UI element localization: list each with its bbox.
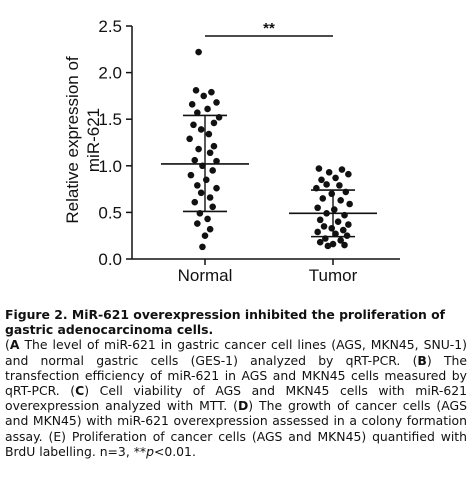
caption-p-symbol: p [146, 443, 154, 459]
data-point [190, 121, 197, 129]
data-point [345, 170, 352, 178]
data-point [209, 167, 216, 174]
data-point [205, 130, 213, 138]
data-point [210, 119, 218, 127]
data-point [316, 238, 324, 246]
data-point [206, 149, 214, 157]
data-point [330, 206, 338, 213]
data-point [329, 240, 337, 248]
data-point [318, 176, 325, 184]
data-point [191, 198, 199, 206]
y-tick-label: 0.5 [98, 203, 122, 222]
data-point [328, 190, 336, 198]
data-point [320, 223, 328, 230]
y-axis-label: Relative expression of miR-621 [63, 56, 103, 224]
data-point [338, 166, 346, 173]
data-point [323, 181, 330, 188]
data-point [195, 145, 202, 153]
y-axis: 0.0 0.5 1.0 1.5 2.0 2.5 [98, 17, 133, 269]
data-point [336, 182, 343, 189]
data-point [337, 196, 344, 204]
y-axis-label-line1: Relative expression of [63, 56, 82, 224]
y-tick-label: 2.0 [98, 64, 122, 83]
data-point [343, 232, 351, 239]
scatter-chart: Relative expression of miR-621 0.0 0.5 1.0… [63, 17, 400, 285]
data-point [213, 99, 220, 106]
data-point [188, 100, 196, 108]
data-point [314, 228, 321, 236]
data-point [209, 203, 216, 211]
data-point [324, 242, 332, 250]
significance-bracket: ** [205, 20, 333, 37]
caption-label-a: A [9, 337, 20, 353]
data-point [197, 189, 205, 197]
caption-text-b: ) The transfection efficiency of miR-621… [5, 352, 467, 399]
data-point [199, 243, 206, 251]
data-point [332, 174, 339, 182]
data-point [339, 226, 347, 234]
data-point [194, 220, 201, 227]
data-point [213, 157, 220, 165]
caption-p-value: <0.01. [153, 443, 196, 459]
data-point [314, 204, 321, 212]
data-point [195, 48, 202, 56]
data-point [208, 88, 215, 96]
data-point [202, 176, 210, 184]
caption-label-c: C [75, 383, 85, 399]
data-point [316, 216, 324, 224]
data-point [319, 195, 327, 202]
data-point [325, 169, 333, 176]
data-point [204, 215, 211, 223]
data-point [346, 200, 353, 208]
caption-text-d: ) The growth of cancer cells (AGS and MK… [5, 398, 467, 459]
figure-caption: Figure 2. MiR-621 overexpression inhibit… [5, 307, 467, 459]
data-point [186, 135, 193, 143]
data-point [332, 230, 339, 238]
x-tick-label: Tumor [309, 266, 358, 285]
data-point [197, 126, 205, 133]
data-point [315, 165, 323, 172]
data-point [194, 109, 201, 116]
data-point [200, 92, 208, 100]
y-tick-label: 0.0 [98, 250, 122, 269]
caption-text-a: The level of miR-621 in gastric cancer c… [5, 337, 467, 368]
data-point [191, 156, 199, 164]
data-point [210, 142, 218, 150]
data-point [204, 105, 211, 113]
caption-label-b: B [417, 352, 427, 368]
data-point [187, 171, 195, 179]
caption-label-d: D [237, 398, 249, 414]
data-point [206, 225, 214, 233]
caption-body: (A The level of miR-621 in gastric cance… [5, 337, 467, 459]
data-point [194, 182, 201, 189]
x-axis: Normal Tumor [132, 258, 400, 285]
caption-text-c: ) Cell viability of AGS and MKN45 cells … [5, 383, 467, 414]
data-point [341, 241, 348, 249]
data-point [337, 237, 344, 244]
data-point [206, 194, 214, 201]
data-point [328, 224, 336, 232]
y-tick-label: 1.5 [98, 110, 122, 129]
caption-title: Figure 2. MiR-621 overexpression inhibit… [5, 307, 446, 338]
x-tick-label: Normal [178, 266, 233, 285]
data-points [186, 48, 353, 251]
data-point [334, 218, 342, 226]
data-point [192, 87, 200, 94]
mean-sd-bars [161, 114, 377, 238]
significance-label: ** [263, 20, 275, 37]
y-tick-label: 1.0 [98, 157, 122, 176]
y-axis-label-line2: miR-621 [84, 108, 103, 172]
y-tick-label: 2.5 [98, 17, 122, 36]
data-point [201, 232, 209, 239]
data-point [213, 184, 220, 192]
data-point [345, 221, 352, 228]
